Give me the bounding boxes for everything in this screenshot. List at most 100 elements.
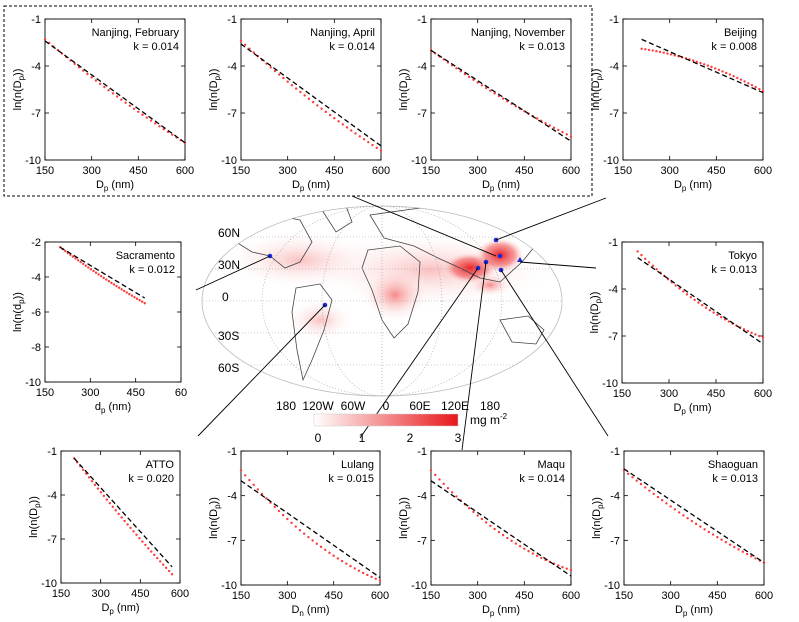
x-tick-label: 600 bbox=[755, 590, 773, 602]
observation-point bbox=[721, 70, 724, 73]
map-lon-label: 180 bbox=[276, 399, 296, 413]
x-tick-label: 600 bbox=[562, 165, 580, 177]
y-axis-label: ln(n(Dp)) bbox=[208, 69, 222, 111]
x-tick-label: 300 bbox=[468, 165, 486, 177]
world-map bbox=[201, 205, 563, 397]
x-tick-label: 450 bbox=[515, 590, 533, 602]
observation-point bbox=[728, 73, 732, 76]
observation-point bbox=[126, 523, 129, 526]
observation-point bbox=[158, 125, 161, 128]
observation-point bbox=[501, 97, 505, 100]
observation-point bbox=[90, 479, 94, 483]
observation-point bbox=[299, 90, 302, 94]
observation-point bbox=[673, 508, 677, 511]
observation-point bbox=[476, 81, 479, 84]
observation-point bbox=[666, 52, 669, 55]
nanjing-group-box bbox=[3, 5, 593, 197]
observation-point bbox=[716, 535, 719, 539]
observation-point bbox=[693, 298, 696, 302]
observation-point bbox=[724, 541, 728, 544]
observation-point bbox=[147, 547, 150, 550]
observation-point bbox=[697, 301, 700, 304]
observation-point bbox=[493, 92, 496, 95]
x-axis-label: dp (nm) bbox=[95, 401, 131, 415]
observation-point bbox=[105, 498, 109, 501]
x-tick-label: 300 bbox=[82, 165, 100, 177]
panel-frame bbox=[622, 18, 764, 161]
y-tick-label: -10 bbox=[604, 580, 620, 592]
y-tick-label: -10 bbox=[602, 378, 618, 390]
observation-point bbox=[472, 78, 475, 81]
observation-point bbox=[87, 476, 91, 479]
observation-point bbox=[703, 528, 706, 531]
colorbar-tick: 1 bbox=[359, 431, 366, 445]
k-label: k = 0.008 bbox=[711, 41, 757, 53]
k-label: k = 0.012 bbox=[129, 264, 175, 276]
observation-point bbox=[87, 266, 90, 269]
observation-point bbox=[164, 566, 168, 570]
panel-9: 150 300 450 600 -1 -4 -7 -10 Dp (nm) ln(n(Dp)) Sha… bbox=[591, 446, 773, 618]
observation-point bbox=[153, 553, 156, 557]
x-tick-label: 450 bbox=[131, 588, 149, 600]
x-tick-label: 450 bbox=[707, 165, 725, 177]
y-tick-label: -4 bbox=[608, 284, 618, 296]
y-tick-label: -1 bbox=[47, 446, 57, 458]
k-label: k = 0.014 bbox=[133, 41, 179, 53]
observation-point bbox=[476, 514, 479, 517]
observation-point bbox=[665, 502, 668, 505]
y-tick-label: -4 bbox=[417, 491, 427, 503]
observation-point bbox=[328, 551, 331, 555]
x-tick-label: 600 bbox=[371, 590, 389, 602]
fit-line bbox=[637, 257, 764, 345]
colorbar-unit: mg m-2 bbox=[470, 412, 508, 427]
observation-point bbox=[353, 567, 356, 570]
observation-point bbox=[451, 491, 454, 494]
observation-point bbox=[141, 540, 144, 543]
site-label: Sacramento bbox=[116, 250, 175, 262]
observation-point bbox=[290, 83, 294, 87]
y-tick-label: -1 bbox=[609, 14, 619, 26]
y-axis-label: ln(n(Dp)) bbox=[591, 497, 605, 539]
panel-1: 150 300 450 600 -1 -4 -7 -10 Dp (nm) ln(n(Dp)) Nan… bbox=[208, 14, 390, 193]
y-axis-label: ln(n(Dp)) bbox=[28, 496, 42, 538]
y-axis-label: ln(n(Dp)) bbox=[12, 69, 26, 111]
observation-point bbox=[691, 59, 695, 62]
observation-point bbox=[754, 557, 757, 560]
observation-point bbox=[98, 82, 102, 86]
x-tick-label: 450 bbox=[324, 590, 342, 602]
observation-point bbox=[239, 39, 243, 43]
observation-point bbox=[701, 303, 704, 307]
colorbar bbox=[313, 413, 459, 427]
observation-point bbox=[73, 62, 76, 66]
observation-point bbox=[92, 269, 95, 273]
k-label: k = 0.013 bbox=[712, 473, 758, 485]
observation-point bbox=[316, 104, 319, 107]
observation-point bbox=[557, 564, 560, 567]
observation-point bbox=[699, 525, 702, 528]
fit-line bbox=[623, 468, 765, 564]
observation-point bbox=[244, 43, 247, 47]
y-tick-label: -10 bbox=[221, 580, 237, 592]
observation-point bbox=[561, 565, 564, 569]
observation-point bbox=[747, 82, 750, 85]
fit-line bbox=[430, 480, 572, 577]
observation-point bbox=[125, 291, 128, 294]
x-tick-label: 300 bbox=[91, 588, 109, 600]
observation-point bbox=[333, 117, 336, 120]
observation-point bbox=[656, 495, 660, 499]
y-tick-label: -7 bbox=[608, 331, 618, 343]
observation-point bbox=[725, 71, 728, 75]
y-tick-label: -4 bbox=[227, 491, 237, 503]
observation-point bbox=[561, 130, 564, 134]
observation-point bbox=[652, 492, 655, 496]
x-tick-label: 450 bbox=[126, 387, 144, 399]
y-tick-label: -4 bbox=[227, 61, 237, 73]
panel-frame bbox=[240, 18, 382, 161]
observation-point bbox=[239, 469, 243, 472]
x-tick-label: 600 bbox=[562, 590, 580, 602]
y-tick-label: -10 bbox=[411, 580, 427, 592]
connector-lines bbox=[195, 195, 609, 451]
observation-point bbox=[710, 65, 713, 69]
map-lat-label: 30N bbox=[218, 258, 240, 272]
observation-point bbox=[273, 69, 277, 73]
